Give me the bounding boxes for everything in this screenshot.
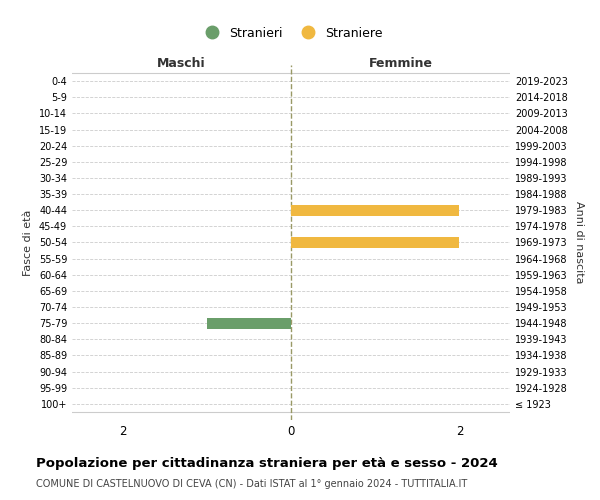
Text: Femmine: Femmine <box>368 57 433 70</box>
Legend: Stranieri, Straniere: Stranieri, Straniere <box>194 22 388 44</box>
Bar <box>291 237 460 248</box>
Text: Popolazione per cittadinanza straniera per età e sesso - 2024: Popolazione per cittadinanza straniera p… <box>36 458 498 470</box>
Bar <box>291 204 460 216</box>
Y-axis label: Anni di nascita: Anni di nascita <box>574 201 584 284</box>
Bar <box>207 318 291 329</box>
Text: Maschi: Maschi <box>157 57 206 70</box>
Y-axis label: Fasce di età: Fasce di età <box>23 210 33 276</box>
Text: COMUNE DI CASTELNUOVO DI CEVA (CN) - Dati ISTAT al 1° gennaio 2024 - TUTTITALIA.: COMUNE DI CASTELNUOVO DI CEVA (CN) - Dat… <box>36 479 467 489</box>
